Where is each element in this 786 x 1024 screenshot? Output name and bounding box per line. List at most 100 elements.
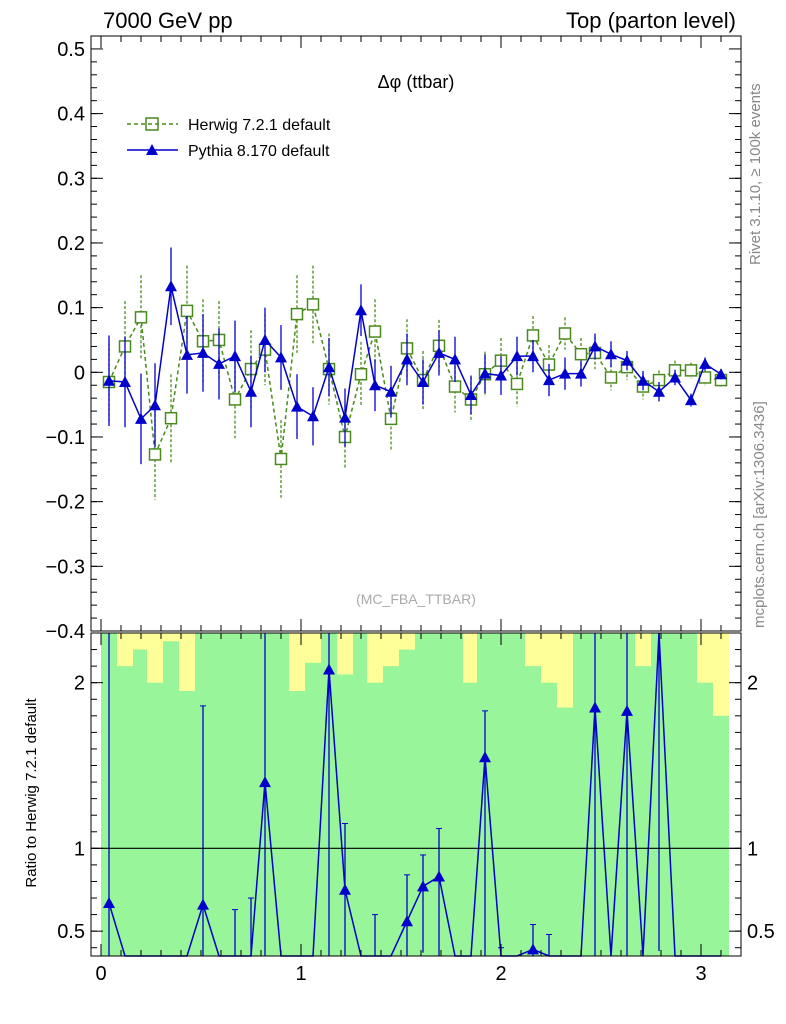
ratio-band-inner <box>243 633 259 956</box>
herwig-point <box>354 367 368 381</box>
pythia-point <box>291 400 303 412</box>
ratio-band-inner <box>603 633 619 956</box>
pythia-point <box>119 376 131 388</box>
ratio-band-inner <box>667 633 683 956</box>
ratio-band-inner <box>147 682 163 956</box>
y-tick-label: 0 <box>74 362 85 384</box>
pythia-point <box>589 340 601 352</box>
herwig-point <box>510 377 524 391</box>
pythia-point <box>605 348 617 360</box>
ratio-band-inner <box>179 690 195 956</box>
pythia-point <box>181 348 193 360</box>
ratio-band-inner <box>415 633 431 956</box>
ratio-band-inner <box>273 633 289 956</box>
ratio-point <box>433 870 445 882</box>
y-tick-label: 0.5 <box>57 39 85 61</box>
herwig-point <box>448 380 462 393</box>
legend-label-pythia: Pythia 8.170 default <box>188 143 330 160</box>
legend-pythia: Pythia 8.170 default <box>127 143 330 160</box>
rivet-version-label: Rivet 3.1.10, ≥ 100k events <box>747 83 764 265</box>
ratio-point <box>323 663 335 675</box>
pythia-point <box>339 411 351 423</box>
pythia-point <box>495 369 507 381</box>
herwig-point <box>180 304 194 318</box>
ratio-point <box>527 943 539 955</box>
pythia-point <box>621 354 633 366</box>
x-tick-label: 0 <box>95 963 106 985</box>
ratio-point <box>259 776 271 788</box>
pythia-point <box>653 385 665 397</box>
pythia-point <box>165 280 177 292</box>
y-tick-label: 0.4 <box>57 104 85 126</box>
ratio-point <box>401 915 413 927</box>
pythia-point <box>197 346 209 358</box>
ratio-band-inner <box>353 633 369 956</box>
ratio-band-inner <box>117 666 133 956</box>
y-tick-label: 0.3 <box>57 168 85 190</box>
herwig-point <box>290 307 304 321</box>
header-left-label: 7000 GeV pp <box>103 8 233 33</box>
pythia-point <box>449 353 461 365</box>
herwig-point <box>604 371 618 384</box>
ratio-band-inner <box>431 633 447 956</box>
y-tick-label: −0.4 <box>46 621 85 643</box>
pythia-point <box>385 385 397 397</box>
ratio-point <box>621 704 633 716</box>
pythia-point <box>465 388 477 400</box>
ratio-pythia-line <box>108 632 721 957</box>
pythia-point <box>259 333 271 345</box>
pythia-point <box>685 394 697 406</box>
ratio-y-tick-label-right: 0.5 <box>747 921 775 943</box>
pythia-point <box>355 304 367 316</box>
ratio-ylabel: Ratio to Herwig 7.2.1 default <box>23 698 40 888</box>
source-label: mcplots.cern.ch [arXiv:1306.3436] <box>751 401 768 628</box>
legend: Herwig 7.2.1 default Pythia 8.170 defaul… <box>127 117 331 160</box>
ratio-band-inner <box>337 674 353 956</box>
pythia-point <box>479 367 491 379</box>
ratio-point <box>197 898 209 910</box>
legend-label-herwig: Herwig 7.2.1 default <box>188 117 331 134</box>
pythia-line <box>108 286 722 421</box>
ratio-y-tick-label-right: 1 <box>747 838 758 860</box>
ratio-band-inner <box>713 715 729 956</box>
pythia-point <box>543 374 555 386</box>
pythia-point <box>323 361 335 373</box>
pythia-point <box>699 357 711 369</box>
x-tick-label: 3 <box>695 963 706 985</box>
chart-subtitle: (MC_FBA_TTBAR) <box>356 591 476 607</box>
y-tick-label: −0.3 <box>46 556 85 578</box>
herwig-point <box>306 298 320 311</box>
ratio-band-inner <box>683 633 699 956</box>
ratio-band-inner <box>305 662 321 956</box>
ratio-band-inner <box>525 666 541 956</box>
ratio-band-inner <box>367 682 383 956</box>
pythia-point <box>135 412 147 424</box>
ratio-band-inner <box>493 633 509 956</box>
pythia-point <box>715 368 727 380</box>
ratio-band-inner <box>557 707 573 956</box>
herwig-point <box>526 329 540 342</box>
ratio-y-tick-label: 0.5 <box>57 921 85 943</box>
ratio-band-inner <box>509 633 525 956</box>
pythia-point <box>527 350 539 362</box>
ratio-panel: 0.5 0.5 1 1 2 2 0 1 2 3 Ratio to Herwig 7.2.1 def… <box>23 632 775 985</box>
chart-title: Δφ (ttbar) <box>378 72 455 92</box>
herwig-point <box>558 327 572 340</box>
herwig-point <box>228 393 242 406</box>
herwig-point <box>368 325 382 338</box>
pythia-point <box>213 357 225 369</box>
ratio-point <box>103 896 115 908</box>
pythia-point <box>417 376 429 388</box>
ratio-point <box>417 880 429 892</box>
pythia-point <box>433 346 445 358</box>
y-tick-label: 0.2 <box>57 233 85 255</box>
y-tick-label: 0.1 <box>57 298 85 320</box>
ratio-band-inner <box>227 633 243 956</box>
ratio-band-inner <box>211 633 227 956</box>
ratio-band-inner <box>447 633 463 956</box>
pythia-point <box>401 353 413 365</box>
ratio-band-inner <box>573 633 589 956</box>
ratio-y-tick-label: 1 <box>74 838 85 860</box>
pythia-point <box>275 351 287 363</box>
